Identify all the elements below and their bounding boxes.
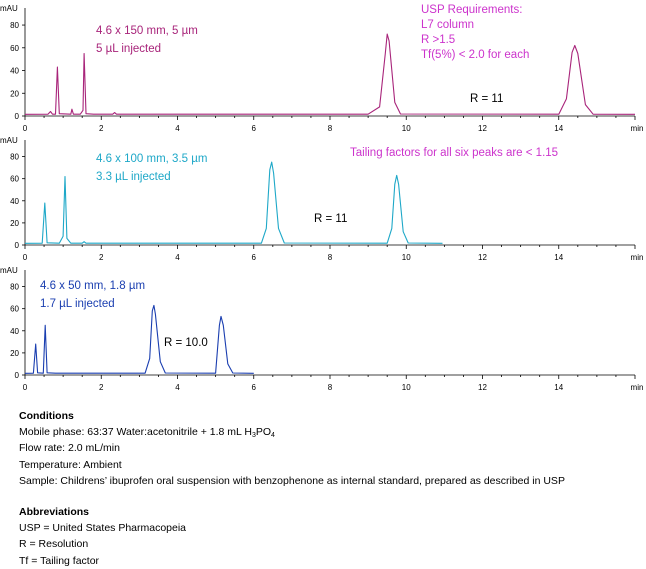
panel-150mm-annotation-0-line-0: 4.6 x 150 mm, 5 µm	[96, 25, 198, 37]
panel-50mm-y-tick-label: 80	[10, 283, 19, 292]
panel-100mm-trace-0	[24, 161, 443, 244]
abbrev-usp: USP = United States Pharmacopeia	[19, 522, 187, 535]
panel-100mm-x-unit-label: min	[631, 253, 644, 262]
panel-50mm-annotation-1-line-0: R = 10.0	[164, 337, 208, 349]
temperature-text: Temperature: Ambient	[19, 458, 122, 471]
panel-50mm-y-tick-label: 60	[10, 305, 19, 314]
panel-50mm-x-tick-label: 10	[402, 383, 411, 392]
panel-150mm-x-tick-label: 0	[23, 124, 28, 133]
panel-50mm-x-tick-label: 2	[99, 383, 104, 392]
panel-50mm-y-tick-label: 40	[10, 327, 19, 336]
panel-150mm-x-tick-label: 12	[478, 124, 487, 133]
panel-150mm-y-tick-label: 80	[10, 21, 19, 30]
panel-50mm-x-tick-label: 12	[478, 383, 487, 392]
panel-100mm-x-tick-label: 10	[402, 253, 411, 262]
panel-50mm-x-tick-label: 0	[23, 383, 28, 392]
panel-150mm-annotation-0-line-1: 5 µL injected	[96, 43, 161, 55]
panel-100mm-x-tick-label: 0	[23, 253, 28, 262]
panel-50mm-annotation-0-line-0: 4.6 x 50 mm, 1.8 µm	[40, 280, 145, 292]
panel-100mm-annotation-0-line-1: 3.3 µL injected	[96, 171, 171, 183]
panel-100mm-x-tick-label: 12	[478, 253, 487, 262]
panel-100mm-x-tick-label: 8	[328, 253, 333, 262]
panel-150mm-y-tick-label: 60	[10, 44, 19, 53]
panel-150mm-x-tick-label: 14	[554, 124, 563, 133]
panel-150mm-y-tick-label: 0	[15, 112, 20, 121]
panel-150mm-y-tick-label: 40	[10, 67, 19, 76]
panel-50mm-trace-0	[24, 304, 254, 374]
mobile-phase-text: Mobile phase: 63:37 Water:acetonitrile +…	[19, 426, 275, 440]
conditions-block: Conditions Mobile phase: 63:37 Water:ace…	[19, 408, 565, 489]
panel-50mm-y-tick-label: 20	[10, 349, 19, 358]
abbreviations-heading: Abbreviations	[19, 506, 90, 518]
panel-100mm-y-tick-label: 80	[10, 153, 19, 162]
abbrev-tf: Tf = Tailing factor	[19, 554, 100, 567]
panel-150mm-y-axis-label: mAU	[0, 4, 18, 13]
panel-150mm-y-tick-label: 20	[10, 89, 19, 98]
panel-150mm-x-unit-label: min	[631, 124, 644, 133]
panel-50mm-x-unit-label: min	[631, 383, 644, 392]
abbrev-r: R = Resolution	[19, 538, 89, 551]
panel-150mm-annotation-1-line-3: Tf(5%) < 2.0 for each	[421, 49, 529, 61]
panel-50mm-x-tick-label: 6	[252, 383, 257, 392]
flow-rate-text: Flow rate: 2.0 mL/min	[19, 442, 120, 455]
panel-100mm-x-tick-label: 14	[554, 253, 563, 262]
panel-100mm-annotation-2-line-0: R = 11	[314, 213, 347, 225]
panel-150mm-annotation-2-line-0: R = 11	[470, 93, 503, 105]
panel-150mm-annotation-1-line-1: L7 column	[421, 19, 474, 31]
panel-150mm-x-tick-label: 10	[402, 124, 411, 133]
panel-150mm-annotation-1-line-0: USP Requirements:	[421, 4, 522, 16]
panel-150mm-x-tick-label: 6	[252, 124, 257, 133]
panel-50mm-x-tick-label: 4	[175, 383, 180, 392]
panel-150mm-annotation-1-line-2: R >1.5	[421, 34, 455, 46]
abbreviations-block: Abbreviations USP = United States Pharma…	[19, 504, 186, 569]
conditions-heading: Conditions	[19, 410, 74, 422]
panel-100mm-x-tick-label: 4	[175, 253, 180, 262]
panel-100mm-y-tick-label: 0	[15, 241, 20, 250]
panel-150mm-x-tick-label: 4	[175, 124, 180, 133]
panel-50mm-x-tick-label: 14	[554, 383, 563, 392]
panel-100mm-y-tick-label: 20	[10, 219, 19, 228]
sample-text: Sample: Childrens’ ibuprofen oral suspen…	[19, 474, 565, 487]
panel-150mm-x-tick-label: 2	[99, 124, 104, 133]
panel-100mm-x-tick-label: 2	[99, 253, 104, 262]
panel-100mm-x-tick-label: 6	[252, 253, 257, 262]
panel-50mm-x-tick-label: 8	[328, 383, 333, 392]
panel-100mm-annotation-1-line-0: Tailing factors for all six peaks are < …	[350, 147, 558, 159]
panel-100mm-y-tick-label: 40	[10, 197, 19, 206]
panel-100mm-y-axis-label: mAU	[0, 136, 18, 145]
panel-50mm-annotation-0-line-1: 1.7 µL injected	[40, 298, 115, 310]
panel-150mm-trace-0	[24, 33, 636, 115]
panel-50mm-y-axis-label: mAU	[0, 266, 18, 275]
panel-100mm-y-tick-label: 60	[10, 175, 19, 184]
panel-50mm-y-tick-label: 0	[15, 371, 20, 380]
panel-150mm-x-tick-label: 8	[328, 124, 333, 133]
panel-100mm-annotation-0-line-0: 4.6 x 100 mm, 3.5 µm	[96, 153, 207, 165]
